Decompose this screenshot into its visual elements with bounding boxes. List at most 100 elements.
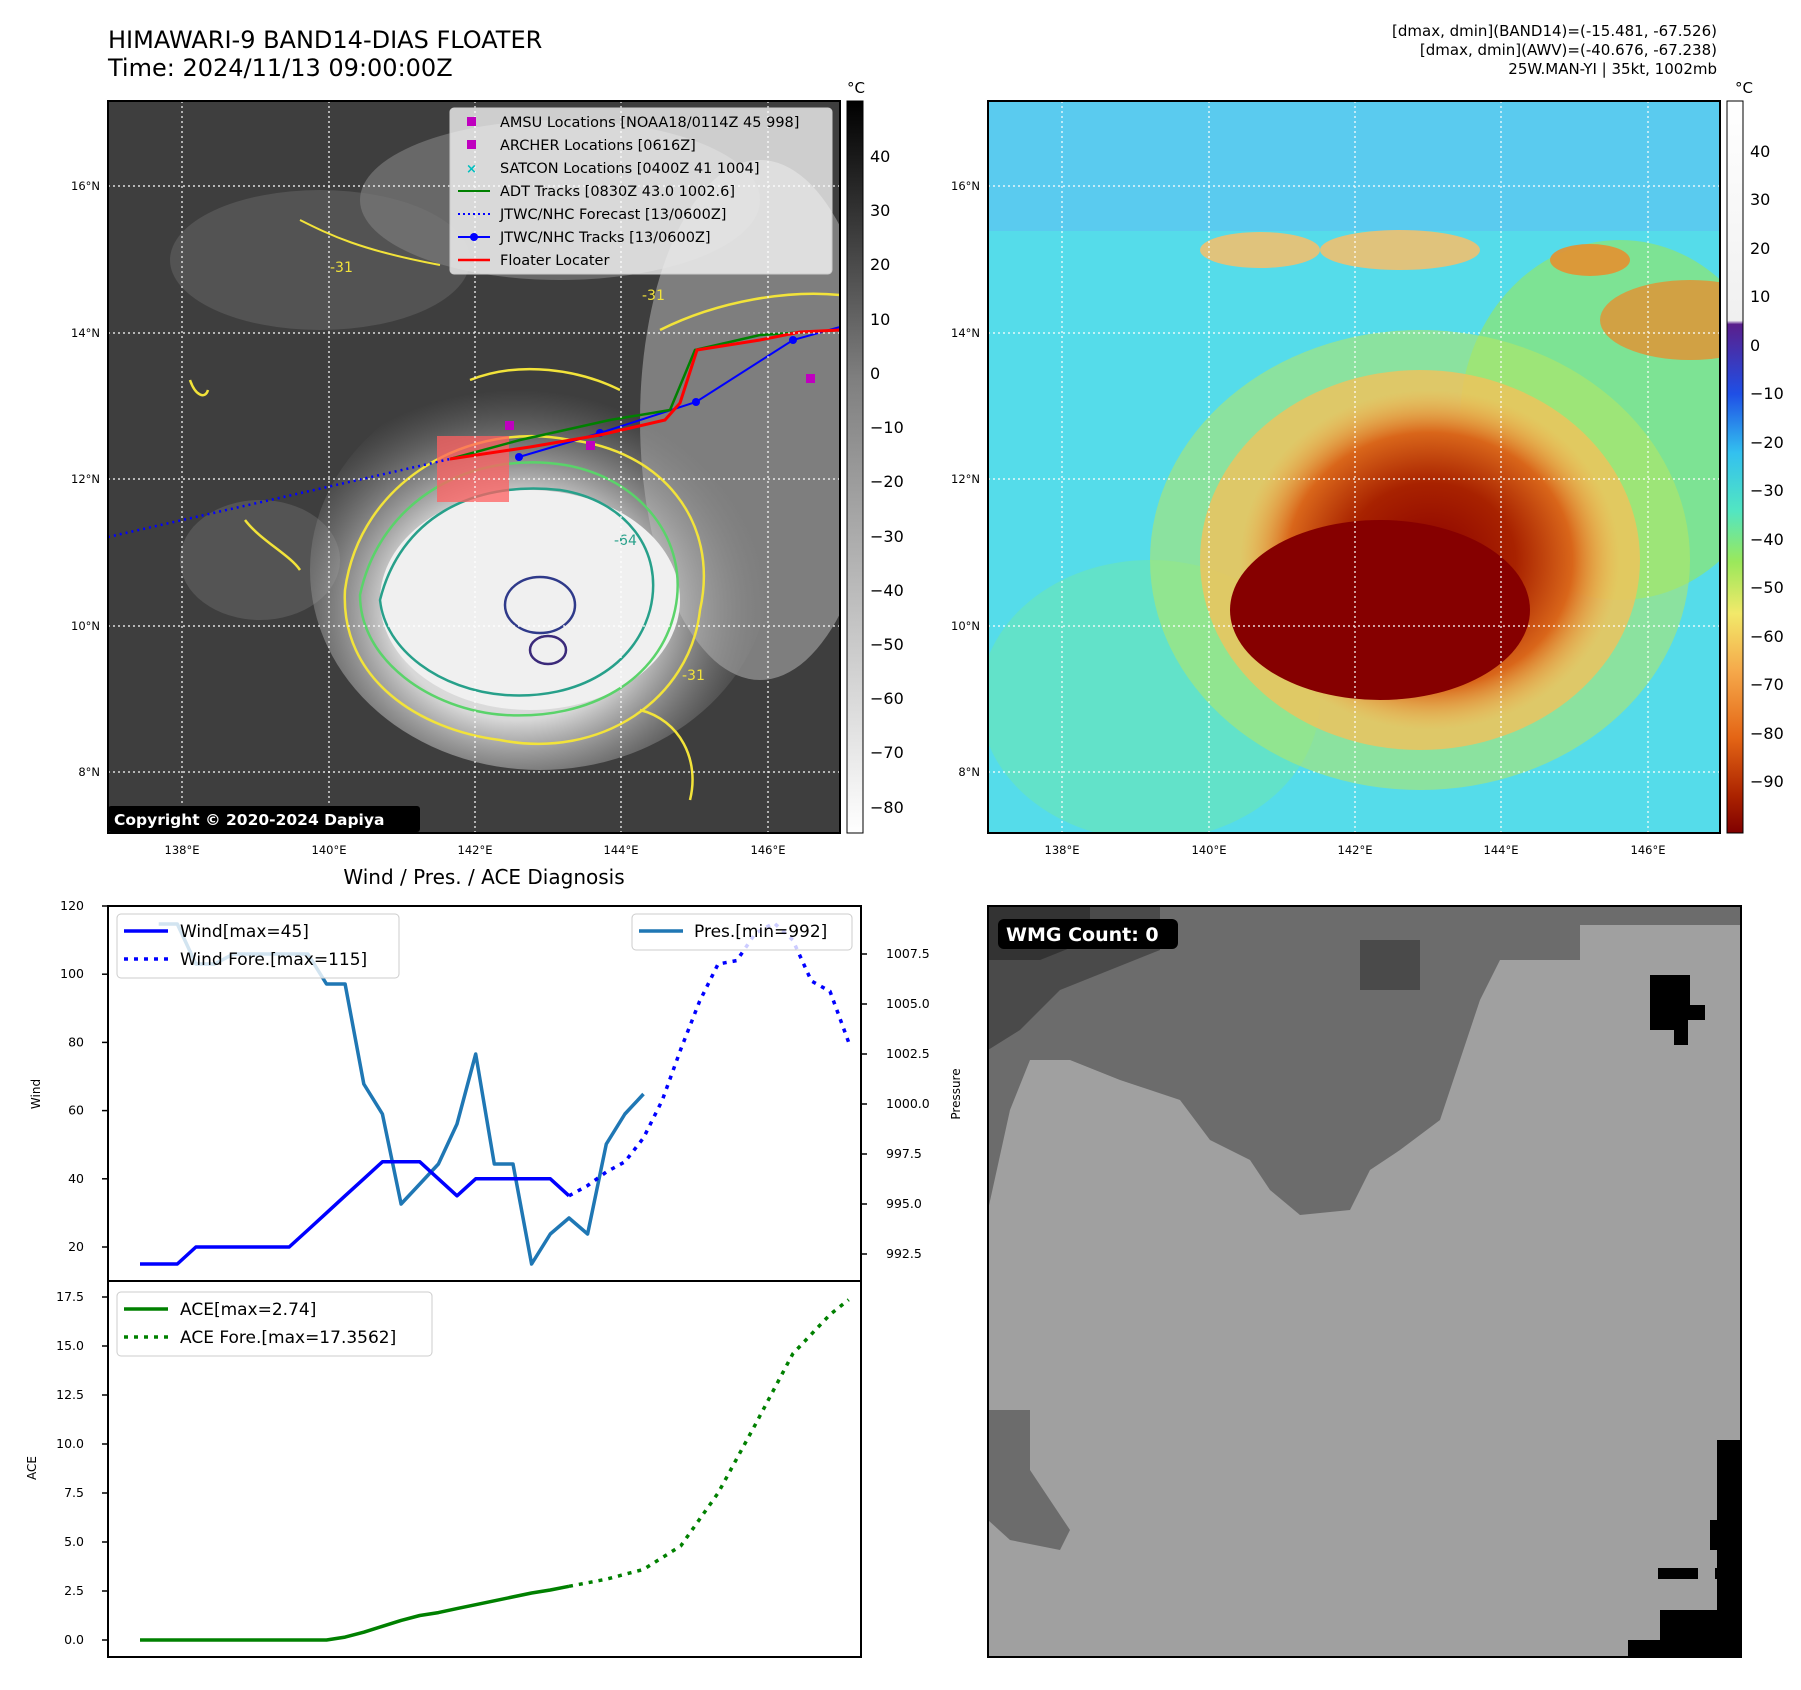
jtwc-track-point <box>789 336 797 344</box>
stats-awv: [dmax, dmin](AWV)=(-40.676, -67.238) <box>1419 41 1717 59</box>
legend-ace: ACE[max=2.74] <box>180 1300 316 1320</box>
wind-axis-ticks: 120 100 80 60 40 20 <box>60 898 108 1254</box>
colorbar-tick: −70 <box>870 743 904 762</box>
colorbar-tick: 10 <box>870 310 890 329</box>
contour-navy <box>528 634 568 666</box>
colorbar-tick: 0 <box>870 364 880 383</box>
legend-amsu: AMSU Locations [NOAA18/0114Z 45 998] <box>500 115 799 131</box>
legend-forecast: JTWC/NHC Forecast [13/0600Z] <box>499 207 726 223</box>
satcon-legend-marker: × <box>466 162 477 177</box>
awv-storm-core <box>1230 520 1530 700</box>
ace-tick-label: 7.5 <box>64 1485 84 1500</box>
amsu-marker <box>505 421 514 430</box>
wmg-dark-region <box>988 1410 1070 1550</box>
legend-adt: ADT Tracks [0830Z 43.0 1002.6] <box>500 184 735 200</box>
amsu-legend-marker <box>467 117 476 126</box>
diagnosis-panel: Wind / Pres. / ACE Diagnosis 120 100 80 60 4… <box>25 865 963 1658</box>
pressure-legend: Pres.[min=992] <box>631 913 853 951</box>
ir-lat-labels: 16°N 14°N 12°N 10°N 8°N <box>71 179 100 779</box>
ace-tick-label: 2.5 <box>64 1583 84 1598</box>
jtwc-track-point <box>692 398 700 406</box>
lon-label: 142°E <box>458 843 493 857</box>
contour-label: -31 <box>330 260 353 276</box>
pressure-tick-label: 992.5 <box>886 1246 922 1261</box>
wmg-dark-region <box>988 906 1741 1215</box>
lon-label: 144°E <box>1484 843 1519 857</box>
wmg-black-cell <box>1650 975 1705 1045</box>
wmg-frame <box>987 905 1742 1658</box>
amsu-marker <box>806 374 815 383</box>
ace-tick-label: 10.0 <box>56 1436 84 1451</box>
colorbar-tick: −30 <box>870 527 904 546</box>
wind-legend: Wind[max=45] Wind Fore.[max=115] <box>116 913 400 979</box>
wmg-panel: WMG Count: 0 <box>987 905 1742 1658</box>
archer-marker <box>586 441 595 450</box>
contour-label: -31 <box>642 288 665 304</box>
wind-tick-label: 20 <box>68 1239 84 1254</box>
wmg-darker-region <box>1360 940 1420 990</box>
lon-label: 138°E <box>165 843 200 857</box>
colorbar-tick: 10 <box>1750 287 1770 306</box>
wmg-badge <box>998 919 1178 949</box>
lat-label: 8°N <box>958 765 980 779</box>
lat-label: 10°N <box>951 619 980 633</box>
wmg-black-cell <box>1628 1440 1741 1657</box>
lon-label: 140°E <box>312 843 347 857</box>
ir-colorbar <box>846 100 864 834</box>
adt-track <box>449 328 840 461</box>
lat-label: 16°N <box>71 179 100 193</box>
lat-label: 10°N <box>71 619 100 633</box>
lon-label: 140°E <box>1192 843 1227 857</box>
colorbar-tick: −80 <box>870 798 904 817</box>
awv-colorbar <box>1726 100 1744 834</box>
lat-label: 12°N <box>71 472 100 486</box>
awv-colorbar-ticks: 40 30 20 10 0 −10 −20 −30 −40 −50 −60 −7… <box>1750 142 1784 791</box>
wmg-count: WMG Count: 0 <box>1006 924 1159 946</box>
pressure-axis-ticks: 1007.5 1005.0 1002.5 1000.0 997.5 995.0 992.5 <box>861 946 930 1261</box>
colorbar-tick: −50 <box>1750 578 1784 597</box>
ir-legend: AMSU Locations [NOAA18/0114Z 45 998] ARC… <box>449 107 833 275</box>
wind-tick-label: 40 <box>68 1171 84 1186</box>
pressure-axis-label: Pressure <box>949 1068 963 1119</box>
pressure-tick-label: 1000.0 <box>886 1096 930 1111</box>
colorbar-tick: 0 <box>1750 336 1760 355</box>
colorbar-tick: −90 <box>1750 772 1784 791</box>
pressure-tick-label: 997.5 <box>886 1146 922 1161</box>
lon-label: 146°E <box>1631 843 1666 857</box>
awv-cloud-spot <box>1200 232 1320 268</box>
colorbar-tick: 20 <box>1750 239 1770 258</box>
legend-floater: Floater Locater <box>500 253 609 269</box>
ace-tick-label: 5.0 <box>64 1534 84 1549</box>
wind-tick-label: 80 <box>68 1034 84 1049</box>
colorbar-tick: −20 <box>870 472 904 491</box>
pressure-tick-label: 995.0 <box>886 1196 922 1211</box>
awv-colorbar-unit: °C <box>1735 79 1753 97</box>
colorbar-tick: −10 <box>1750 384 1784 403</box>
colorbar-tick: 20 <box>870 255 890 274</box>
colorbar-tick: −70 <box>1750 675 1784 694</box>
ir-colorbar-ticks: 40 30 20 10 0 −10 −20 −30 −40 −50 −60 −7… <box>870 147 904 817</box>
awv-frame <box>987 100 1721 834</box>
lon-label: 146°E <box>751 843 786 857</box>
ace-legend-box <box>116 1291 433 1357</box>
wind-tick-label: 120 <box>60 898 84 913</box>
wind-legend-box <box>116 913 400 979</box>
lat-label: 14°N <box>71 326 100 340</box>
ir-cloud-patch <box>180 500 340 620</box>
ace-forecast-series-line <box>568 1298 850 1589</box>
colorbar-tick: 40 <box>870 147 890 166</box>
colorbar-tick: −50 <box>870 635 904 654</box>
ace-tick-label: 0.0 <box>64 1632 84 1647</box>
ir-colorbar-unit: °C <box>847 79 865 97</box>
ace-tick-label: 12.5 <box>56 1387 84 1402</box>
awv-cloud-spot <box>1550 244 1630 276</box>
colorbar-tick: −60 <box>870 689 904 708</box>
archer-legend-marker <box>467 140 476 149</box>
contour-label: -31 <box>682 668 705 684</box>
ir-lon-labels: 138°E 140°E 142°E 144°E 146°E <box>165 843 786 857</box>
ace-axes-frame <box>107 1280 862 1658</box>
storm-info: 25W.MAN-YI | 35kt, 1002mb <box>1508 60 1717 78</box>
colorbar-tick: 40 <box>1750 142 1770 161</box>
legend-jtwc: JTWC/NHC Tracks [13/0600Z] <box>499 230 711 246</box>
